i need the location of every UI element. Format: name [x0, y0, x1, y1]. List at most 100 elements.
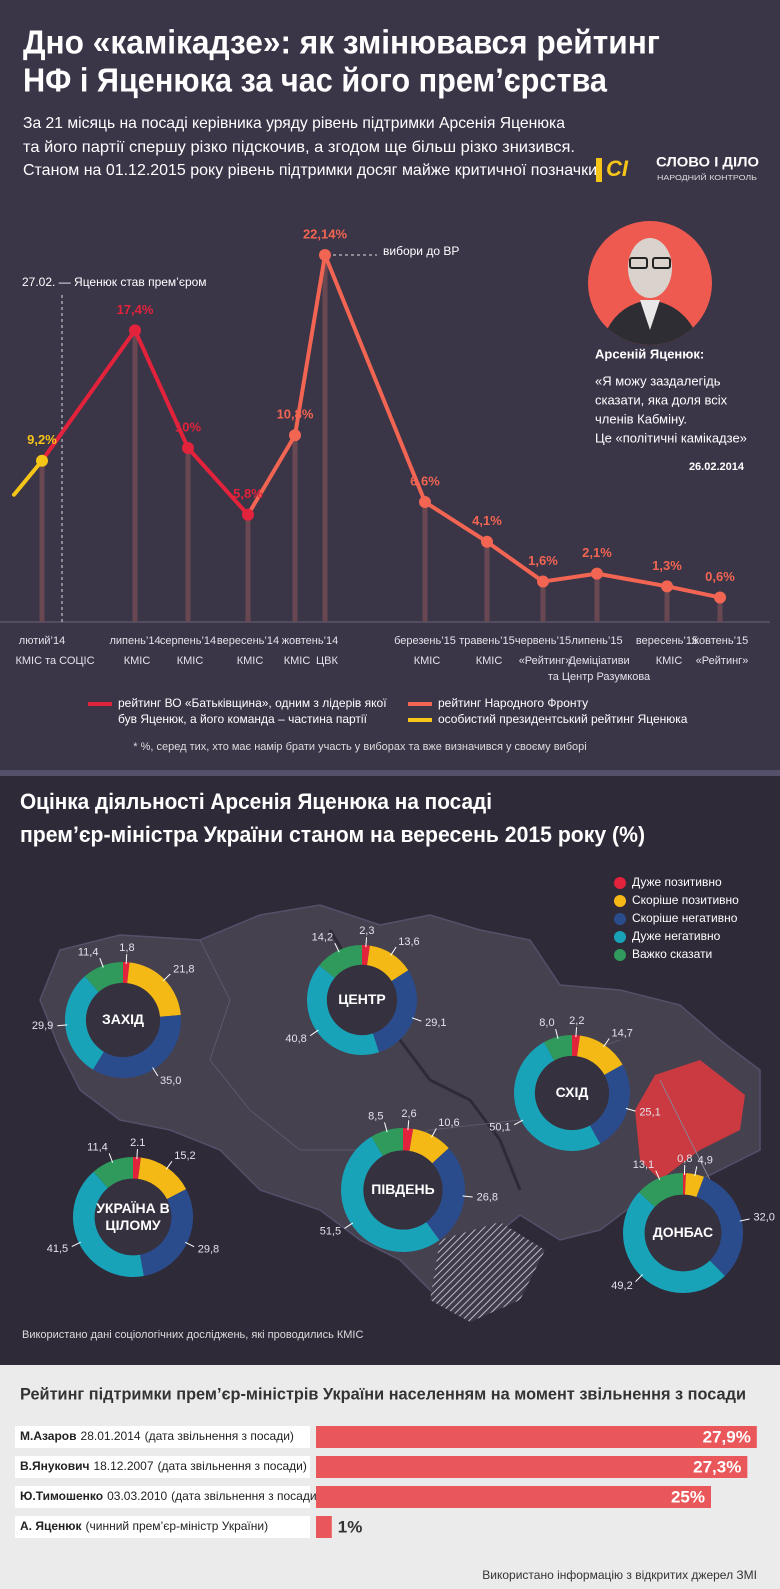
x-tick-label: березень’15: [394, 635, 456, 647]
date-label: 28.01.2014: [81, 1429, 141, 1443]
data-point: [714, 591, 726, 604]
label-leader: [334, 942, 340, 953]
source-label: КМІС: [656, 655, 683, 667]
value-label: 4,9: [698, 1154, 713, 1166]
category-label: В.Янукович: [20, 1459, 89, 1473]
stem: [185, 448, 191, 622]
donut-center: [326, 964, 398, 1036]
value-label: 1,8: [119, 942, 134, 954]
donut-segment: [93, 1157, 133, 1189]
donut-segment: [409, 1128, 449, 1164]
value-label: 41,5: [47, 1243, 68, 1255]
stem: [132, 330, 138, 622]
value-label: 17,4%: [117, 302, 154, 317]
category-label: А. Яценюк: [20, 1519, 83, 1533]
value-label: 5,8%: [233, 486, 263, 501]
value-label: 1,6%: [528, 553, 558, 568]
source-label: КМІС: [177, 655, 204, 667]
label-leader: [603, 1038, 610, 1048]
source-label: КМІС: [284, 655, 311, 667]
data-point: [537, 575, 549, 588]
value-label: 1,3%: [652, 558, 682, 573]
title: НФ і Яценюка за час його прем’єрства: [23, 62, 608, 99]
data-point: [591, 567, 603, 580]
name-cell: [15, 1456, 310, 1478]
label-leader: [136, 1149, 138, 1160]
donut-label: СХІД: [555, 1084, 589, 1101]
value-label: 6,6%: [410, 473, 440, 488]
value-label: 15,2: [174, 1150, 195, 1162]
separator: [0, 770, 780, 776]
label-leader: [739, 1218, 750, 1222]
quote-date: 26.02.2014: [689, 461, 745, 473]
donut-segment: [371, 1128, 403, 1156]
logo-mark: СІ: [606, 156, 629, 181]
donut-label-box: ДОНБАС: [653, 1224, 713, 1240]
donut-label: УКРАЇНА В ЦІЛОМУ: [96, 1199, 170, 1233]
value-label: 0,8: [677, 1153, 692, 1165]
section-title: Оцінка діяльності Арсенія Яценюка на пос…: [20, 789, 492, 814]
value-label: 2.1: [130, 1137, 145, 1149]
value-label: 29,8: [198, 1243, 219, 1255]
value-label: 21,8: [173, 964, 194, 976]
subtitle: Станом на 01.12.2015 року рівень підтрим…: [23, 162, 597, 179]
value-label: 29,9: [32, 1020, 53, 1032]
label-leader: [384, 1122, 388, 1133]
donut-segment: [589, 1064, 630, 1144]
value-label: 9,2%: [27, 432, 57, 447]
section-title: Рейтинг підтримки прем’єр-міністрів Укра…: [20, 1384, 746, 1403]
x-tick-label: жовтень’15: [692, 635, 749, 647]
donut-segment: [403, 1128, 414, 1151]
label-leader: [694, 1166, 698, 1177]
donut-segment: [133, 1157, 141, 1179]
note-label: (дата звільнення з посади): [171, 1489, 320, 1503]
donut-segment: [544, 1035, 572, 1061]
annotation: вибори до ВР: [383, 244, 459, 258]
bar: [316, 1486, 711, 1508]
quote-line: «Я можу заздалегідь: [595, 373, 721, 388]
legend-label: рейтинг Народного Фронту: [438, 696, 588, 710]
data-point: [242, 508, 254, 521]
value-label: 32,0: [753, 1212, 774, 1224]
label-leader: [555, 1028, 559, 1039]
value-label: 40,8: [285, 1033, 306, 1045]
portrait-glasses: [652, 257, 671, 269]
source-label: КМІС: [237, 655, 264, 667]
quote-line: членів Кабміну.: [595, 411, 687, 426]
value-label: 49,2: [611, 1280, 632, 1292]
quote-author: Арсеній Яценюк:: [595, 346, 704, 361]
portrait-head: [628, 238, 672, 298]
occupied-area: [635, 1060, 745, 1180]
donut-label: ЗАХІД: [101, 1011, 145, 1028]
data-point: [182, 442, 194, 454]
legend-label: Скоріше негативно: [632, 911, 738, 925]
value-label: 4,1%: [472, 513, 502, 528]
label-leader: [184, 1241, 195, 1248]
name-cell: [15, 1486, 310, 1508]
date-label: 03.03.2010: [107, 1489, 167, 1503]
donut-center: [534, 1055, 610, 1131]
category-label: М.Азаров: [20, 1429, 77, 1443]
stem: [594, 573, 600, 622]
stem: [664, 586, 670, 622]
data-point: [481, 535, 493, 548]
annotation: 27.02. — Яценюк став прем’єром: [22, 275, 207, 289]
map: [39, 904, 761, 1322]
series-connector: [40, 328, 137, 463]
value-label: 11,4: [78, 946, 99, 958]
row-label: В.Янукович 18.12.2007 (дата звільнення з п…: [20, 1459, 307, 1473]
x-tick-label: жовтень’14: [282, 635, 339, 647]
footnote: * %, серед тих, хто має намір брати учас…: [133, 741, 586, 753]
value-label: 13,1: [633, 1159, 654, 1171]
donut-label-box: ПІВДЕНЬ: [371, 1181, 434, 1197]
donut-label-box: СХІД: [555, 1084, 589, 1101]
data-point: [661, 580, 673, 593]
donut-segment: [319, 945, 362, 978]
logo-name: СЛОВО І ДІЛО: [656, 154, 759, 170]
quote-line: Це «політичні камікадзе»: [595, 430, 747, 445]
data-point: [319, 248, 331, 261]
x-tick-label: травень’15: [459, 635, 515, 647]
legend-swatch: [614, 931, 626, 943]
value-label: 8,5: [368, 1111, 383, 1123]
